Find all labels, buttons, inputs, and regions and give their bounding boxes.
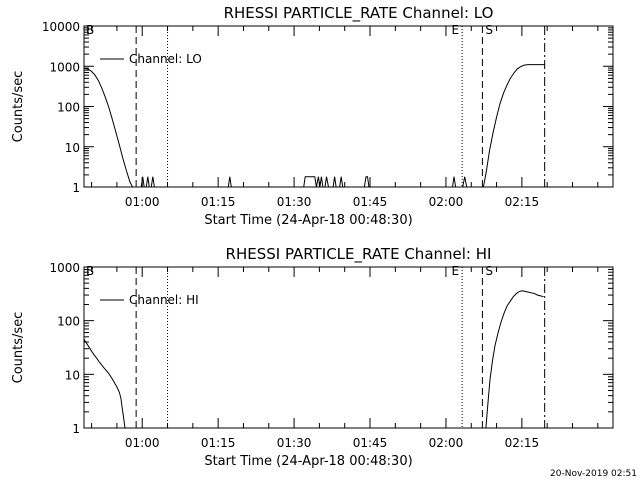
panel2-x-axis-label: Start Time (24-Apr-18 00:48:30) — [204, 454, 412, 469]
panel2-x-tick-label: 01:15 — [201, 436, 236, 450]
panel2-y-tick-label: 1 — [72, 422, 80, 436]
panel1-y-tick-label: 100 — [57, 101, 80, 115]
footer-timestamp: 20-Nov-2019 02:51 — [550, 469, 637, 479]
panel1-y-tick-label: 10 — [65, 141, 80, 155]
panel2-x-tick-label: 01:45 — [353, 436, 388, 450]
panel1-x-tick-label: 02:00 — [429, 195, 464, 209]
panel2-event-label: B — [86, 264, 94, 278]
panel2-title: RHESSI PARTICLE_RATE Channel: HI — [226, 245, 492, 264]
panel1-y-axis-label: Counts/sec — [11, 71, 26, 143]
panel1-series-line — [83, 64, 545, 188]
panel2-legend-label: Channel: HI — [129, 293, 199, 307]
panel2-event-label: S — [485, 264, 493, 278]
panel2-x-tick-label: 01:30 — [277, 436, 312, 450]
panel1-title: RHESSI PARTICLE_RATE Channel: LO — [224, 4, 494, 23]
panel2-event-label: E — [452, 264, 460, 278]
panel2-x-tick-label: 01:00 — [125, 436, 160, 450]
panel1-event-label: E — [452, 23, 460, 37]
panel1-plot-frame — [83, 25, 614, 188]
panel1-event-label: B — [86, 23, 94, 37]
panel1-legend-label: Channel: LO — [129, 52, 202, 66]
panel1-y-tick-label: 1000 — [49, 60, 80, 74]
panel1-x-tick-label: 01:30 — [277, 195, 312, 209]
panel1-x-tick-label: 02:15 — [505, 195, 540, 209]
panel2-x-tick-label: 02:15 — [505, 436, 540, 450]
panel2-y-tick-label: 10 — [65, 368, 80, 382]
panel2-y-tick-label: 1000 — [49, 261, 80, 275]
panel2-y-axis-label: Counts/sec — [11, 312, 26, 384]
panel2-plot-frame — [83, 266, 614, 429]
panel2-x-tick-label: 02:00 — [429, 436, 464, 450]
panel2-chart: RHESSI PARTICLE_RATE Channel: HI Counts/s… — [11, 245, 614, 469]
panel1-x-tick-label: 01:00 — [125, 195, 160, 209]
panel1-x-axis-label: Start Time (24-Apr-18 00:48:30) — [204, 213, 412, 228]
panel2-series-line — [83, 290, 544, 429]
panel1-event-label: S — [485, 23, 493, 37]
panel1-y-tick-label: 1 — [72, 181, 80, 195]
panel1-x-tick-label: 01:15 — [201, 195, 236, 209]
panel1-y-tick-label: 10000 — [42, 20, 80, 34]
panel1-chart: RHESSI PARTICLE_RATE Channel: LO Counts/s… — [11, 4, 614, 228]
panel2-y-tick-label: 100 — [57, 315, 80, 329]
panel1-x-tick-label: 01:45 — [353, 195, 388, 209]
